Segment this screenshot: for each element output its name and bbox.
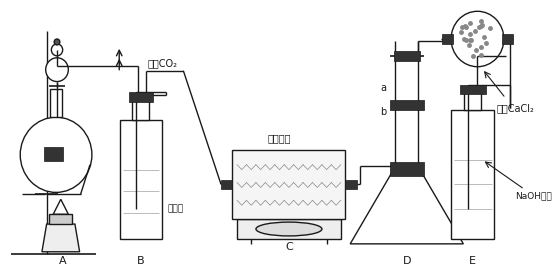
Bar xyxy=(120,120,162,239)
Bar xyxy=(122,160,160,237)
Bar xyxy=(390,100,423,110)
Circle shape xyxy=(46,58,68,82)
Text: 无水CaCl₂: 无水CaCl₂ xyxy=(496,103,534,113)
Text: a: a xyxy=(380,83,386,94)
Bar xyxy=(453,150,492,237)
Text: A: A xyxy=(59,256,67,266)
Text: E: E xyxy=(470,256,476,266)
Bar xyxy=(221,179,233,189)
Polygon shape xyxy=(53,199,68,214)
Text: B: B xyxy=(137,256,145,266)
Circle shape xyxy=(20,117,92,192)
Text: C: C xyxy=(285,242,293,252)
Text: b: b xyxy=(380,107,386,117)
Text: 浓硫酸: 浓硫酸 xyxy=(167,205,184,214)
Bar xyxy=(44,147,63,161)
Text: 干燥CO₂: 干燥CO₂ xyxy=(148,58,178,68)
Bar xyxy=(233,150,346,219)
Bar xyxy=(129,93,153,102)
Bar xyxy=(390,162,423,176)
Bar xyxy=(460,84,486,94)
Text: 管式电炉: 管式电炉 xyxy=(268,133,291,143)
Bar xyxy=(393,51,420,61)
Polygon shape xyxy=(42,224,79,252)
Text: D: D xyxy=(402,256,411,266)
Text: NaOH溶液: NaOH溶液 xyxy=(515,192,552,200)
Circle shape xyxy=(451,11,504,67)
Bar xyxy=(442,34,453,44)
Circle shape xyxy=(52,44,63,56)
Circle shape xyxy=(54,39,60,45)
Bar xyxy=(237,219,341,239)
Bar xyxy=(49,214,72,224)
Bar xyxy=(451,110,495,239)
Bar xyxy=(133,100,149,120)
Bar xyxy=(51,90,62,117)
Polygon shape xyxy=(350,170,463,244)
Bar xyxy=(346,179,357,189)
Bar xyxy=(502,34,513,44)
Ellipse shape xyxy=(256,222,322,236)
Bar xyxy=(465,93,481,110)
